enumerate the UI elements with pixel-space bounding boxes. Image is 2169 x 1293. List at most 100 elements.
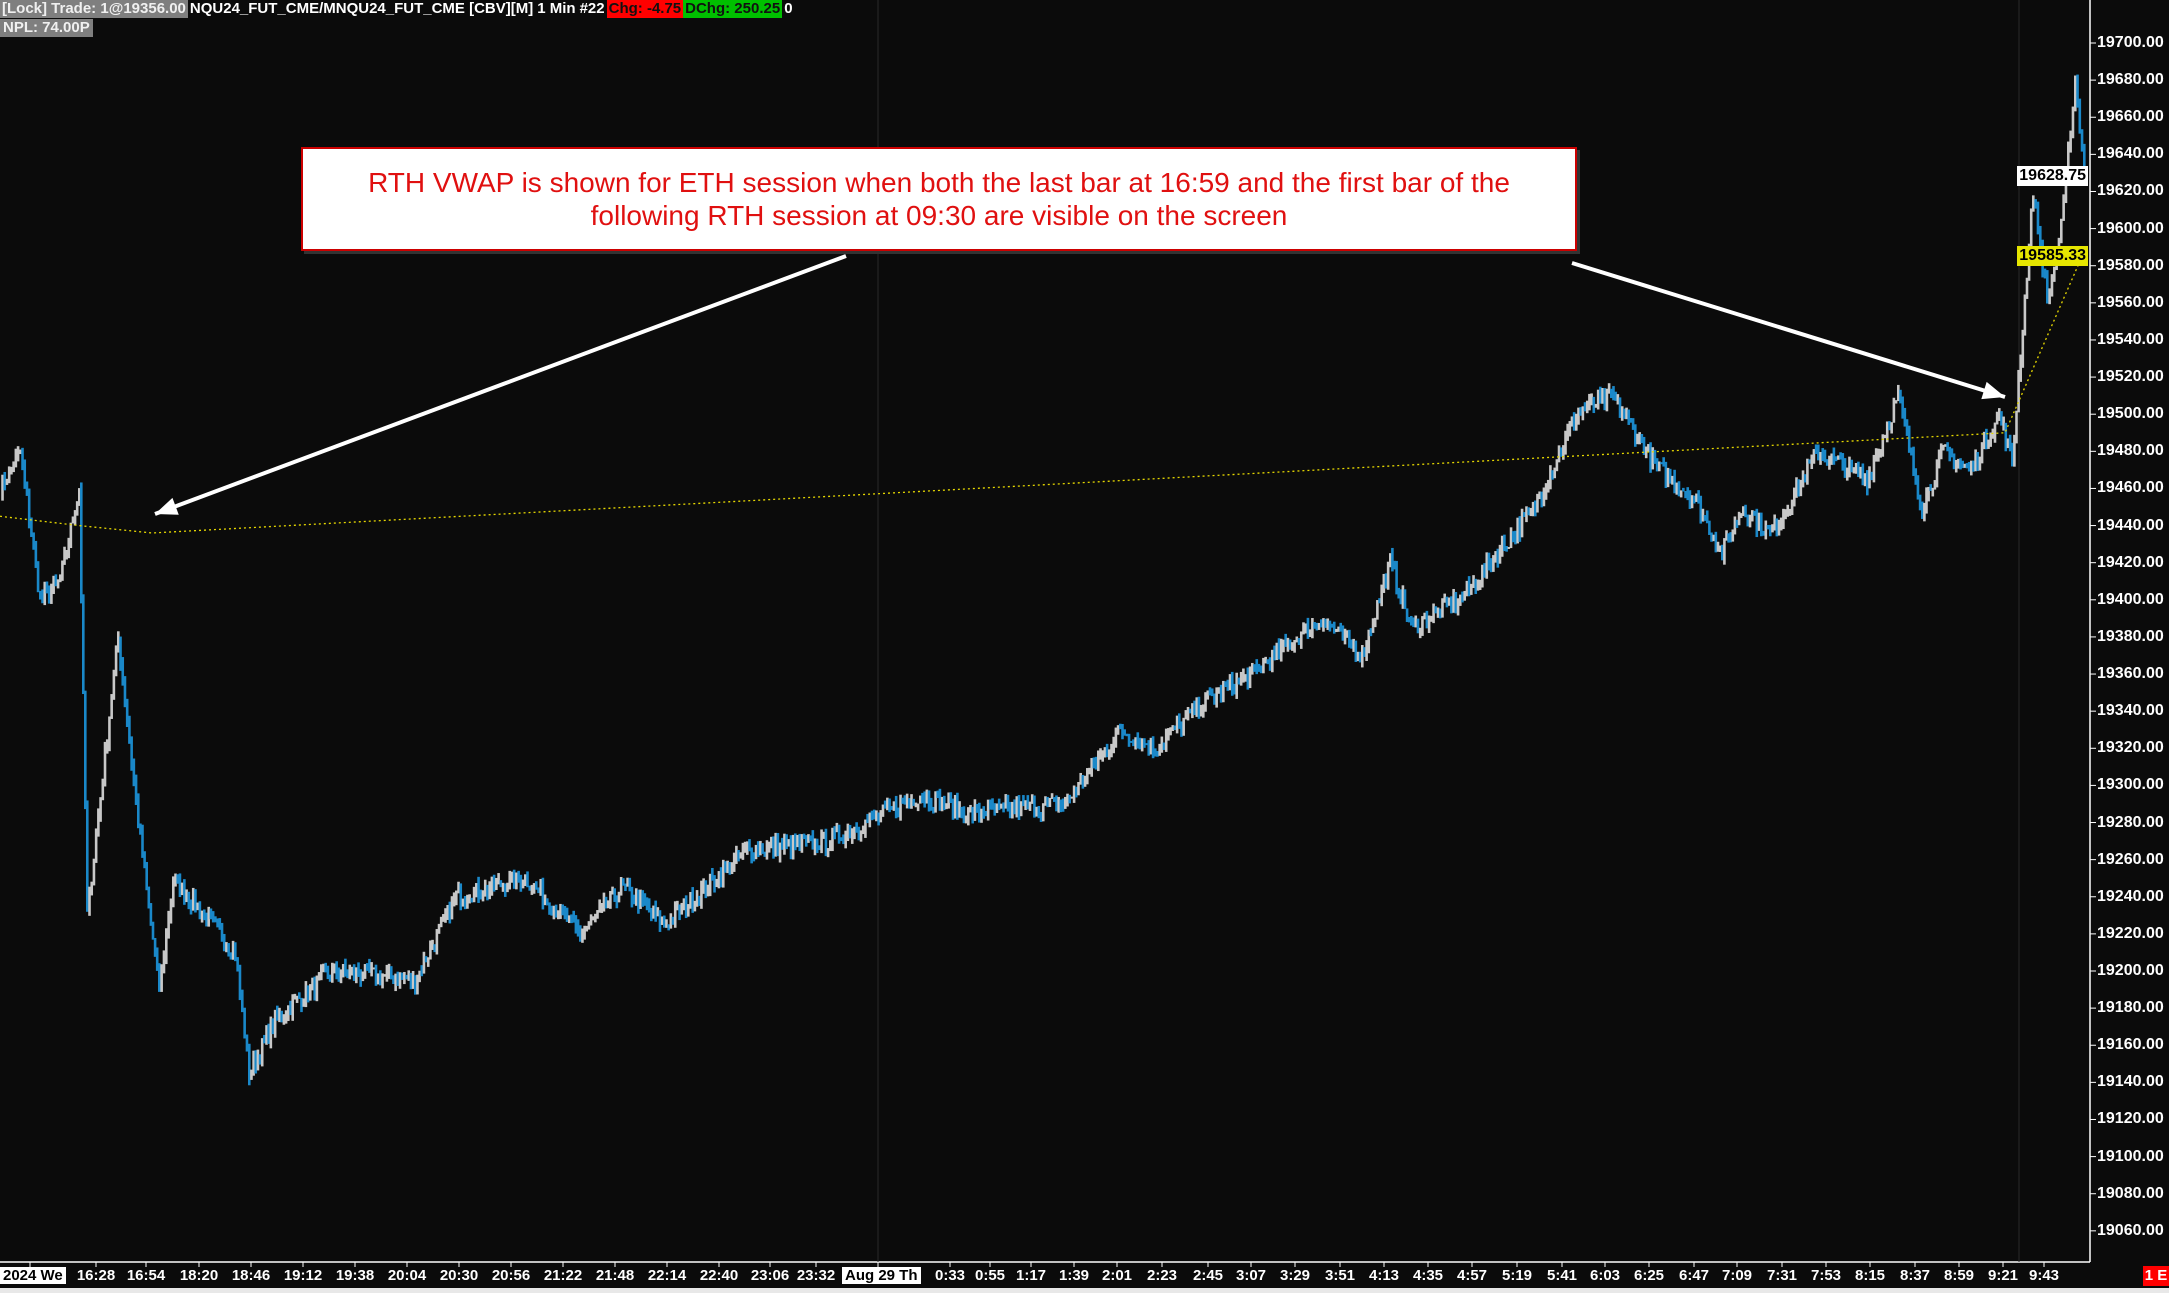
up-bar	[52, 575, 55, 594]
up-bar	[708, 873, 712, 897]
down-bar	[128, 715, 131, 744]
down-bar	[1208, 687, 1212, 696]
up-bar	[626, 877, 629, 887]
down-bar	[1870, 471, 1874, 481]
down-bar	[203, 909, 206, 921]
down-bar	[1959, 458, 1962, 470]
down-bar	[1438, 608, 1442, 619]
up-bar	[1731, 529, 1735, 542]
up-bar	[611, 886, 614, 895]
up-bar	[1235, 672, 1239, 699]
up-bar	[1716, 541, 1720, 552]
down-bar	[1268, 657, 1272, 671]
up-bar	[796, 834, 799, 848]
down-bar	[1614, 391, 1617, 401]
down-bar	[54, 574, 58, 587]
up-bar	[868, 812, 872, 828]
down-bar	[141, 824, 144, 858]
up-bar	[1562, 445, 1565, 460]
down-bar	[908, 798, 911, 809]
up-bar	[1748, 514, 1752, 528]
down-bar	[1407, 616, 1411, 623]
time-tick-label: 9:43	[2028, 1267, 2060, 1284]
down-bar	[1257, 663, 1261, 672]
lock-trade-label[interactable]: [Lock] Trade: 1@19356.00	[0, 0, 188, 18]
up-bar	[466, 894, 469, 909]
up-bar	[1933, 480, 1937, 490]
up-bar	[1570, 416, 1574, 427]
up-bar	[986, 799, 990, 821]
up-bar	[1204, 692, 1207, 712]
down-bar	[541, 877, 545, 910]
price-tick-label: 19700.00	[2097, 34, 2164, 51]
time-tick-label: 23:32	[796, 1267, 836, 1284]
up-bar	[1712, 534, 1715, 542]
horizontal-scrollbar[interactable]	[0, 1288, 2169, 1293]
up-bar	[689, 892, 692, 909]
up-bar	[634, 888, 638, 906]
up-bar	[1546, 479, 1550, 493]
up-bar	[656, 907, 660, 917]
down-bar	[1640, 434, 1644, 444]
up-bar	[69, 522, 73, 549]
down-bar	[1967, 461, 1971, 472]
up-bar	[787, 839, 791, 847]
down-bar	[1503, 534, 1506, 552]
down-bar	[763, 851, 767, 857]
up-bar	[78, 488, 81, 506]
up-bar	[97, 808, 100, 837]
up-bar	[381, 973, 384, 989]
down-bar	[1505, 546, 1508, 552]
corner-badge[interactable]: 1 E	[2143, 1266, 2169, 1286]
up-bar	[2019, 354, 2022, 382]
down-bar	[1905, 419, 1909, 436]
down-bar	[1664, 461, 1668, 488]
down-bar	[1341, 625, 1345, 641]
down-bar	[1461, 591, 1464, 603]
up-bar	[265, 1025, 268, 1045]
down-bar	[1156, 751, 1159, 757]
up-bar	[1978, 456, 1982, 471]
down-bar	[1188, 708, 1192, 714]
down-bar	[1017, 795, 1021, 821]
down-bar	[1762, 530, 1765, 536]
up-bar	[1000, 803, 1003, 809]
up-bar	[1097, 750, 1100, 772]
up-bar	[1456, 598, 1460, 616]
down-bar	[1230, 671, 1234, 696]
up-bar	[165, 928, 168, 965]
price-tick-label: 19100.00	[2097, 1147, 2164, 1165]
down-bar	[359, 969, 362, 987]
up-bar	[754, 844, 758, 860]
down-bar	[1136, 732, 1140, 749]
down-bar	[1178, 713, 1181, 729]
down-bar	[1946, 442, 1949, 452]
up-bar	[1987, 439, 1990, 449]
down-bar	[276, 1005, 279, 1021]
up-bar	[162, 950, 166, 974]
down-bar	[1022, 795, 1025, 807]
down-bar	[405, 974, 408, 980]
down-bar	[1081, 774, 1085, 789]
down-bar	[667, 924, 670, 931]
time-tick-label: 18:20	[179, 1267, 219, 1284]
up-bar	[1848, 456, 1851, 478]
up-bar	[844, 830, 847, 849]
up-bar	[1890, 422, 1893, 434]
interval-label[interactable]: 1 Min	[537, 0, 576, 17]
price-tick-label: 19060.00	[2097, 1221, 2164, 1239]
down-bar	[153, 937, 157, 957]
up-bar	[411, 971, 415, 989]
symbol-label[interactable]: NQU24_FUT_CME/MNQU24_FUT_CME [CBV][M]	[189, 0, 534, 17]
down-bar	[519, 874, 523, 892]
down-bar	[737, 850, 740, 862]
down-bar	[1976, 452, 1980, 471]
up-bar	[1859, 466, 1862, 479]
down-bar	[187, 891, 191, 910]
up-bar	[958, 801, 961, 818]
up-bar	[916, 803, 920, 812]
down-bar	[205, 912, 208, 927]
up-bar	[1302, 622, 1305, 635]
down-bar	[671, 916, 675, 925]
